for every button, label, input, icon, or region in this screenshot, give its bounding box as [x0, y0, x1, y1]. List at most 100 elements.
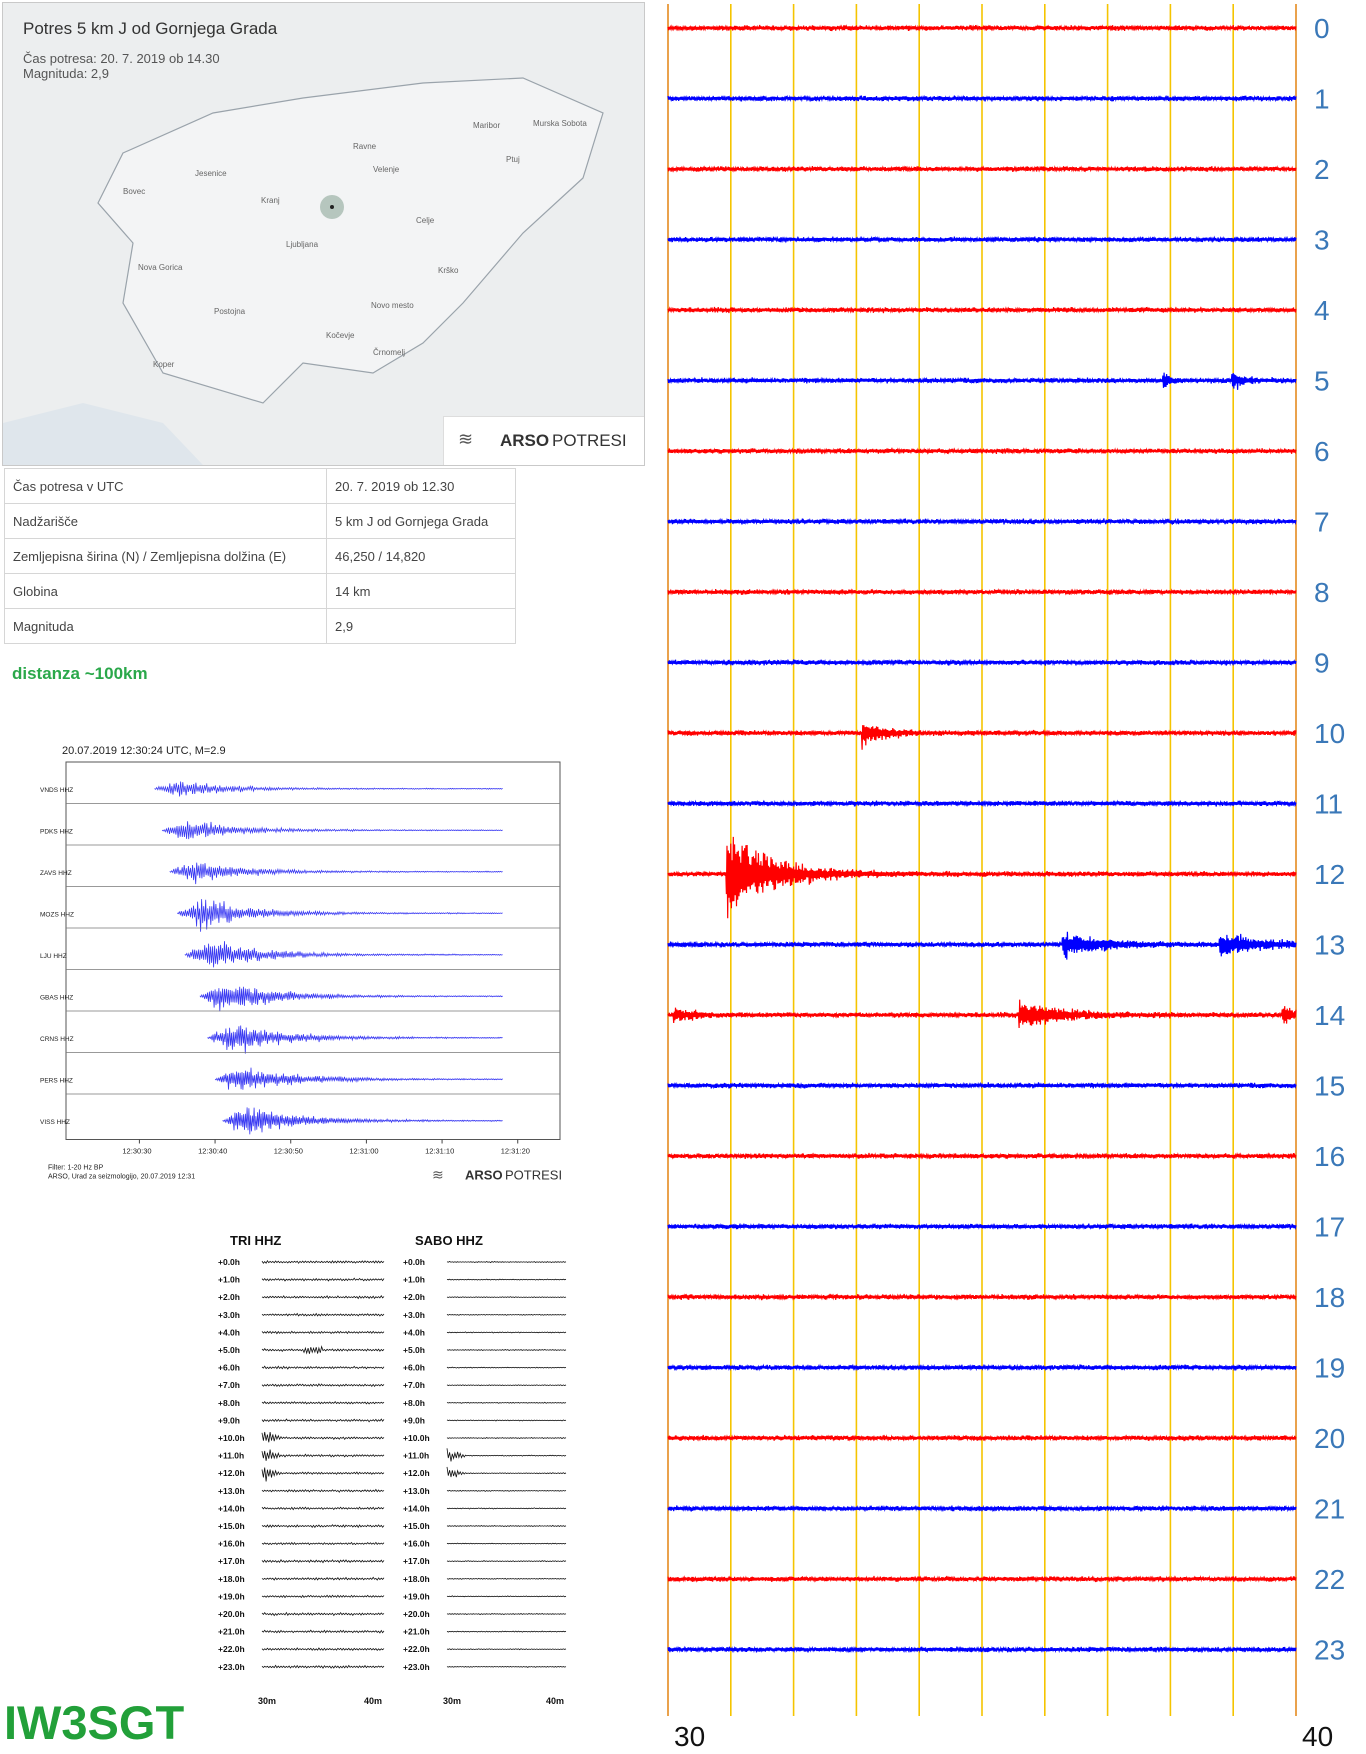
row-label: +6.0h [218, 1363, 240, 1373]
arso-logo: ≋ ARSO POTRESI [443, 416, 644, 465]
helicorder-chart: 0123456789101112131415161718192021222330… [667, 4, 1345, 1752]
row-label: 1 [1314, 84, 1330, 115]
drum-trace [261, 1330, 385, 1335]
drum-thumbnails: TRI HHZ +0.0h +1.0h +2.0h +3.0h +4.0h +5.0h +6.… [218, 1233, 567, 1706]
drum-trace [261, 1559, 385, 1564]
drum-trace [261, 1431, 385, 1443]
row-label: 13 [1314, 930, 1345, 961]
x-tick-label: 12:31:20 [501, 1147, 530, 1156]
station-trace [169, 862, 503, 885]
trace-row [667, 1504, 1297, 1513]
drum-trace [261, 1611, 385, 1617]
drum-trace [446, 1560, 567, 1563]
seismogram-trace [667, 1504, 1297, 1513]
drum-trace [261, 1400, 385, 1405]
station-label: MOZS HHZ [40, 911, 74, 918]
earthquake-info-table: Čas potresa v UTC 20. 7. 2019 ob 12.30 Na… [3, 468, 516, 644]
row-label: +19.0h [218, 1591, 245, 1601]
row-label: +15.0h [218, 1521, 245, 1531]
row-label: 0 [1314, 13, 1330, 44]
map-background [3, 77, 604, 465]
row-label: Magnituda [3, 608, 328, 644]
filter-note: Filter: 1-20 Hz BP [48, 1165, 104, 1172]
station-label: CRNS HHZ [40, 1036, 74, 1043]
drum-trace [446, 1577, 567, 1580]
row-label: +8.0h [218, 1398, 240, 1408]
brand-bold: ARSO [500, 431, 550, 450]
seismogram-trace [667, 1222, 1297, 1231]
row-label: +20.0h [218, 1609, 245, 1619]
row-label: 12 [1314, 859, 1345, 890]
row-label: 19 [1314, 1353, 1345, 1384]
drum-trace [446, 1296, 567, 1299]
table-row: Globina 14 km [3, 573, 516, 609]
row-label: 20 [1314, 1423, 1345, 1454]
row-label: 17 [1314, 1212, 1345, 1243]
drum-trace [446, 1437, 567, 1440]
row-label: 7 [1314, 507, 1330, 538]
sea [3, 403, 203, 465]
panel-title: TRI HHZ [230, 1233, 281, 1248]
table-row: Zemljepisna širina (N) / Zemljepisna dol… [3, 538, 516, 574]
trace-row [667, 1222, 1297, 1231]
trace-row [667, 165, 1297, 173]
station-label: VISS HHZ [40, 1119, 70, 1126]
row-label: +17.0h [218, 1556, 245, 1566]
trace-row [667, 1363, 1297, 1372]
drum-trace [261, 1541, 385, 1546]
brand-light: POTRESI [552, 431, 627, 450]
drum-trace [446, 1648, 567, 1651]
row-label: +17.0h [403, 1556, 430, 1566]
row-label: 3 [1314, 225, 1330, 256]
record-title: 20.07.2019 12:30:24 UTC, M=2.9 [62, 745, 226, 757]
row-label: +6.0h [403, 1363, 425, 1373]
trace-row [667, 799, 1297, 808]
drum-trace [261, 1629, 385, 1634]
town-label: Velenje [373, 165, 400, 174]
row-label: 23 [1314, 1635, 1345, 1666]
row-label: +21.0h [218, 1627, 245, 1637]
town-label: Jesenice [195, 169, 227, 178]
drum-trace [446, 1507, 567, 1510]
seismogram-trace [667, 1645, 1297, 1654]
drum-trace [446, 1489, 567, 1492]
station-trace [222, 1107, 503, 1135]
row-label: +23.0h [218, 1662, 245, 1672]
station-label: PERS HHZ [40, 1077, 73, 1084]
row-label: +22.0h [403, 1644, 430, 1654]
seismogram-trace [667, 517, 1297, 526]
drum-trace [446, 1419, 567, 1422]
drum-trace [261, 1383, 385, 1387]
seismogram-trace [667, 1434, 1297, 1442]
drum-trace [261, 1664, 385, 1669]
row-label: 22 [1314, 1564, 1345, 1595]
row-label: 2 [1314, 154, 1330, 185]
town-label: Nova Gorica [138, 263, 183, 272]
row-label: +5.0h [218, 1345, 240, 1355]
town-label: Kočevje [326, 331, 355, 340]
drum-trace [446, 1542, 567, 1545]
drum-trace [446, 1401, 567, 1404]
row-label: +13.0h [218, 1486, 245, 1496]
station-label: VNDS HHZ [40, 787, 73, 794]
row-label: 18 [1314, 1282, 1345, 1313]
seismogram-trace [667, 94, 1297, 103]
row-label: Globina [3, 573, 328, 609]
row-label: 8 [1314, 577, 1330, 608]
row-label: +0.0h [403, 1257, 425, 1267]
seismogram-trace [667, 24, 1297, 32]
row-label: +13.0h [403, 1486, 430, 1496]
seismogram-trace [667, 1363, 1297, 1372]
row-label: 21 [1314, 1494, 1345, 1525]
station-trace [161, 821, 503, 840]
trace-row [667, 306, 1297, 314]
drum-trace [261, 1488, 385, 1493]
station-trace [184, 941, 503, 968]
table-row: Čas potresa v UTC 20. 7. 2019 ob 12.30 [3, 468, 516, 504]
row-label: +5.0h [403, 1345, 425, 1355]
row-label: +9.0h [403, 1415, 425, 1425]
trace-row [667, 1575, 1297, 1583]
row-label: +4.0h [218, 1327, 240, 1337]
x-tick-label: 12:30:30 [122, 1147, 151, 1156]
record-frame [65, 761, 561, 1140]
